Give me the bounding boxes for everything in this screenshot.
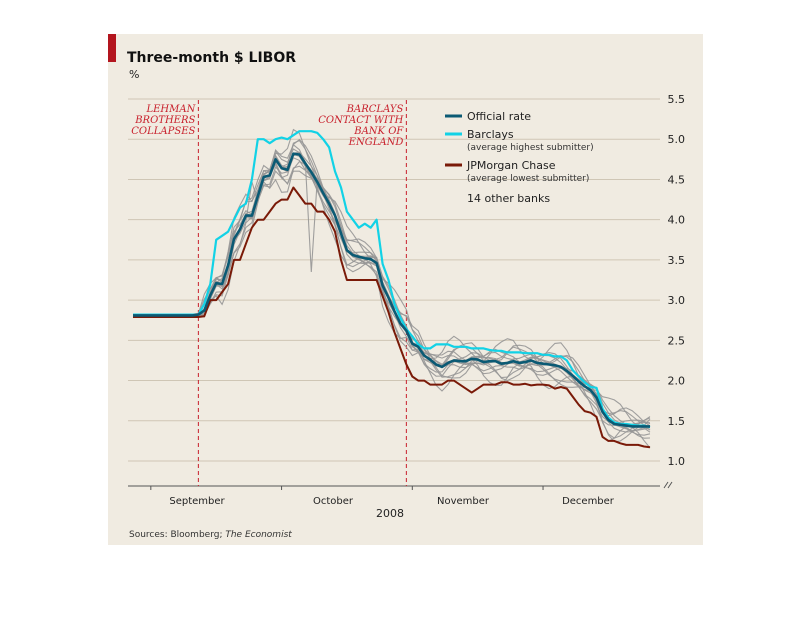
y-tick-label: 5.0 (668, 133, 686, 146)
x-tick-label: September (169, 496, 225, 507)
unit-label: % (129, 68, 139, 81)
legend-label: JPMorgan Chase (466, 159, 556, 172)
event-annotation-line: CONTACT WITH (318, 115, 403, 126)
x-tick-label: October (313, 496, 354, 507)
y-tick-label: 3.0 (668, 294, 686, 307)
x-tick-label: November (437, 496, 490, 507)
other-bank-line (133, 128, 651, 427)
year-label: 2008 (376, 507, 404, 520)
source-publication: The Economist (225, 530, 292, 540)
y-tick-label: 1.5 (668, 415, 686, 428)
legend: Official rate Barclays (average highest su… (445, 110, 594, 205)
event-annotation-line: ENGLAND (348, 137, 404, 148)
other-bank-line (133, 162, 651, 439)
barclays-line (133, 130, 651, 429)
event-annotation-line: LEHMAN (145, 104, 196, 115)
legend-label: 14 other banks (467, 192, 550, 205)
y-axis-ticks: 1.0 1.5 2.0 2.5 3.0 3.5 4.0 4.5 5.0 5.5 (668, 93, 686, 468)
legend-sublabel: (average highest submitter) (467, 143, 594, 153)
legend-sublabel: (average lowest submitter) (467, 174, 589, 184)
legend-label: Official rate (467, 110, 531, 123)
legend-label: Barclays (467, 128, 514, 141)
y-tick-label: 2.0 (668, 375, 686, 388)
y-tick-label: 4.0 (668, 214, 686, 227)
chart-title: Three-month $ LIBOR (127, 50, 296, 66)
source-note: Sources: Bloomberg; The Economist (129, 530, 292, 540)
series-lines (133, 128, 651, 449)
event-annotation-line: COLLAPSES (131, 126, 195, 137)
source-text: Sources: Bloomberg; (129, 530, 225, 540)
y-tick-label: 1.0 (668, 455, 686, 468)
y-tick-label: 5.5 (668, 93, 686, 106)
x-axis: September October November December (128, 481, 673, 507)
event-annotation-line: BROTHERS (134, 115, 195, 126)
other-bank-line (133, 160, 651, 449)
y-tick-label: 2.5 (668, 334, 686, 347)
brand-tab (108, 34, 116, 62)
event-annotation-line: BANK OF (353, 126, 404, 137)
y-tick-label: 4.5 (668, 173, 686, 186)
jpmorgan-chase-line (133, 186, 651, 449)
axis-break-mark (663, 481, 673, 489)
x-tick-label: December (562, 496, 615, 507)
y-tick-label: 3.5 (668, 254, 686, 267)
chart-background (108, 34, 703, 545)
official-rate-line (133, 152, 650, 428)
event-annotation-line: BARCLAYS (346, 104, 404, 115)
